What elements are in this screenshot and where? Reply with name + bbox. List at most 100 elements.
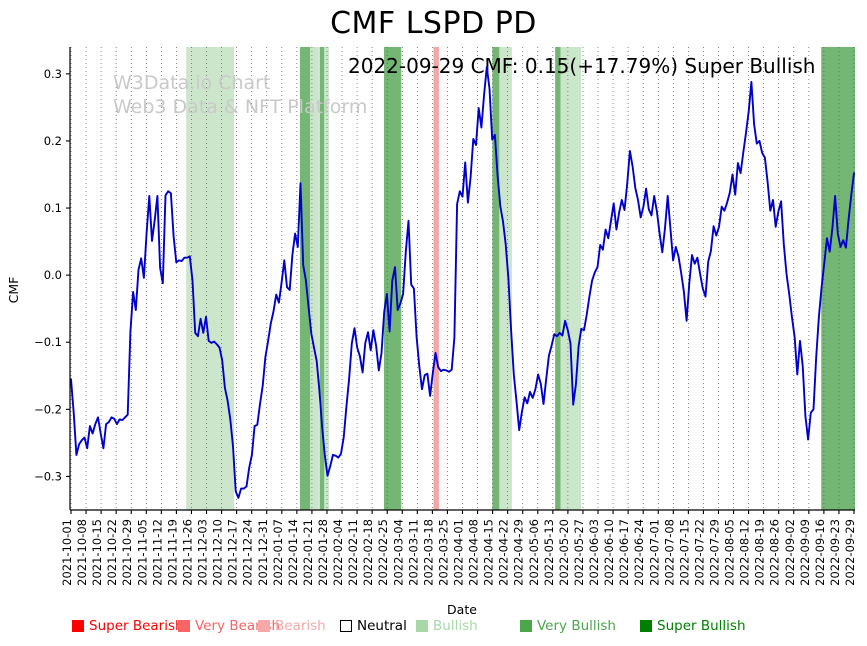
sentiment-band bbox=[324, 47, 330, 510]
sentiment-band bbox=[310, 47, 319, 510]
sentiment-band bbox=[319, 47, 325, 510]
x-tick-label: 2022-04-29 bbox=[512, 519, 526, 586]
sentiment-band bbox=[492, 47, 500, 510]
legend-item[interactable]: Neutral bbox=[340, 618, 407, 634]
x-tick-label: 2022-09-23 bbox=[828, 519, 842, 586]
x-tick-label: 2022-03-04 bbox=[391, 519, 405, 586]
data-series bbox=[70, 66, 855, 499]
x-tick-label: 2022-06-03 bbox=[587, 519, 601, 586]
watermark-line1: W3Data.io Chart bbox=[113, 72, 270, 94]
x-tick-label: 2022-03-25 bbox=[436, 519, 450, 586]
x-tick-label: 2022-07-15 bbox=[677, 519, 691, 586]
x-tick-label: 2021-10-29 bbox=[120, 519, 134, 586]
legend-swatch-icon bbox=[258, 620, 270, 632]
y-axis: 0.3 0.2 0.1 0.0 −0.1 −0.2 −0.3 bbox=[34, 67, 70, 483]
watermark-line2: Web3 Data & NFT Platform bbox=[113, 96, 367, 118]
legend-swatch-icon bbox=[340, 620, 352, 632]
y-tick-label: 0.2 bbox=[44, 134, 62, 148]
x-tick-label: 2022-06-17 bbox=[617, 519, 631, 586]
x-tick-label: 2022-04-08 bbox=[467, 519, 481, 586]
y-axis-label: CMF bbox=[6, 277, 21, 304]
legend-label: Neutral bbox=[357, 618, 407, 634]
cmf-line bbox=[70, 66, 855, 499]
x-tick-label: 2021-11-12 bbox=[150, 519, 164, 586]
legend-swatch-icon bbox=[416, 620, 428, 632]
sentiment-bands bbox=[186, 47, 855, 510]
x-tick-label: 2022-02-25 bbox=[376, 519, 390, 586]
x-tick-label: 2022-02-18 bbox=[361, 519, 375, 586]
y-tick-label: −0.1 bbox=[34, 335, 62, 349]
chart-title: CMF LSPD PD bbox=[330, 6, 537, 41]
legend-label: Very Bullish bbox=[537, 618, 616, 634]
legend-swatch-icon bbox=[178, 620, 190, 632]
x-tick-label: 2022-07-08 bbox=[662, 519, 676, 586]
sentiment-band bbox=[186, 47, 235, 510]
x-tick-label: 2021-12-24 bbox=[241, 519, 255, 586]
x-tick-label: 2021-10-08 bbox=[75, 519, 89, 586]
legend-label: Super Bullish bbox=[657, 618, 746, 634]
x-tick-label: 2022-03-11 bbox=[406, 519, 420, 586]
x-tick-label: 2021-12-03 bbox=[196, 519, 210, 586]
x-axis-label: Date bbox=[447, 602, 477, 617]
watermark: W3Data.io Chart Web3 Data & NFT Platform bbox=[113, 72, 367, 118]
x-tick-label: 2022-09-29 bbox=[843, 519, 857, 586]
legend-item[interactable]: Bearish bbox=[258, 618, 326, 634]
legend-swatch-icon bbox=[72, 620, 84, 632]
legend-item[interactable]: Super Bullish bbox=[640, 618, 746, 634]
sentiment-band bbox=[821, 47, 855, 510]
x-tick-label: 2021-12-10 bbox=[211, 519, 225, 586]
x-tick-label: 2022-09-16 bbox=[813, 519, 827, 586]
y-tick-label: −0.3 bbox=[34, 469, 62, 483]
x-tick-label: 2022-02-11 bbox=[346, 519, 360, 586]
chart-plot: W3Data.io Chart Web3 Data & NFT Platform… bbox=[6, 47, 857, 617]
x-tick-label: 2022-01-07 bbox=[271, 519, 285, 586]
x-tick-label: 2021-11-19 bbox=[165, 519, 179, 586]
sentiment-band bbox=[560, 47, 582, 510]
y-tick-label: 0.1 bbox=[44, 201, 62, 215]
x-tick-label: 2021-11-26 bbox=[180, 519, 194, 586]
legend-item[interactable]: Super Bearish bbox=[72, 618, 184, 634]
x-tick-label: 2022-05-20 bbox=[557, 519, 571, 586]
x-tick-label: 2021-10-22 bbox=[105, 519, 119, 586]
legend-label: Bearish bbox=[275, 618, 326, 634]
x-tick-label: 2022-01-14 bbox=[286, 519, 300, 586]
x-tick-label: 2022-08-12 bbox=[738, 519, 752, 586]
x-tick-label: 2021-10-01 bbox=[60, 519, 74, 586]
sentiment-band bbox=[499, 47, 512, 510]
legend-label: Super Bearish bbox=[89, 618, 184, 634]
x-tick-label: 2022-09-02 bbox=[783, 519, 797, 586]
x-tick-label: 2022-01-28 bbox=[316, 519, 330, 586]
sentiment-band bbox=[555, 47, 561, 510]
x-tick-label: 2022-02-04 bbox=[331, 519, 345, 586]
x-tick-label: 2022-07-22 bbox=[692, 519, 706, 586]
x-tick-label: 2022-06-24 bbox=[632, 519, 646, 586]
x-tick-label: 2022-08-05 bbox=[723, 519, 737, 586]
legend-item[interactable]: Bullish bbox=[416, 618, 478, 634]
x-tick-label: 2022-03-18 bbox=[421, 519, 435, 586]
legend-item[interactable]: Very Bullish bbox=[520, 618, 616, 634]
x-tick-label: 2022-08-19 bbox=[753, 519, 767, 586]
y-tick-label: 0.3 bbox=[44, 67, 62, 81]
legend-label: Bullish bbox=[433, 618, 478, 634]
sentiment-band bbox=[433, 47, 439, 510]
y-tick-label: 0.0 bbox=[44, 268, 62, 282]
legend-swatch-icon bbox=[520, 620, 532, 632]
x-tick-label: 2022-05-27 bbox=[572, 519, 586, 586]
x-tick-label: 2022-08-26 bbox=[768, 519, 782, 586]
x-tick-label: 2022-04-15 bbox=[482, 519, 496, 586]
x-tick-label: 2022-09-09 bbox=[798, 519, 812, 586]
x-tick-label: 2022-04-22 bbox=[497, 519, 511, 586]
x-tick-label: 2021-10-15 bbox=[90, 519, 104, 586]
x-tick-label: 2022-04-01 bbox=[452, 519, 466, 586]
legend-swatch-icon bbox=[640, 620, 652, 632]
x-tick-label: 2022-05-06 bbox=[527, 519, 541, 586]
x-axis: 2021-10-01 2021-10-08 2021-10-15 2021-10-22… bbox=[60, 510, 857, 586]
x-tick-label: 2022-06-10 bbox=[602, 519, 616, 586]
x-tick-label: 2021-12-17 bbox=[226, 519, 240, 586]
x-tick-label: 2022-07-29 bbox=[707, 519, 721, 586]
x-tick-label: 2021-11-05 bbox=[135, 519, 149, 586]
x-tick-label: 2021-12-31 bbox=[256, 519, 270, 586]
x-tick-label: 2022-05-13 bbox=[542, 519, 556, 586]
chart-legend: Super Bearish Very Bearish Bearish Neutral B… bbox=[0, 618, 867, 642]
